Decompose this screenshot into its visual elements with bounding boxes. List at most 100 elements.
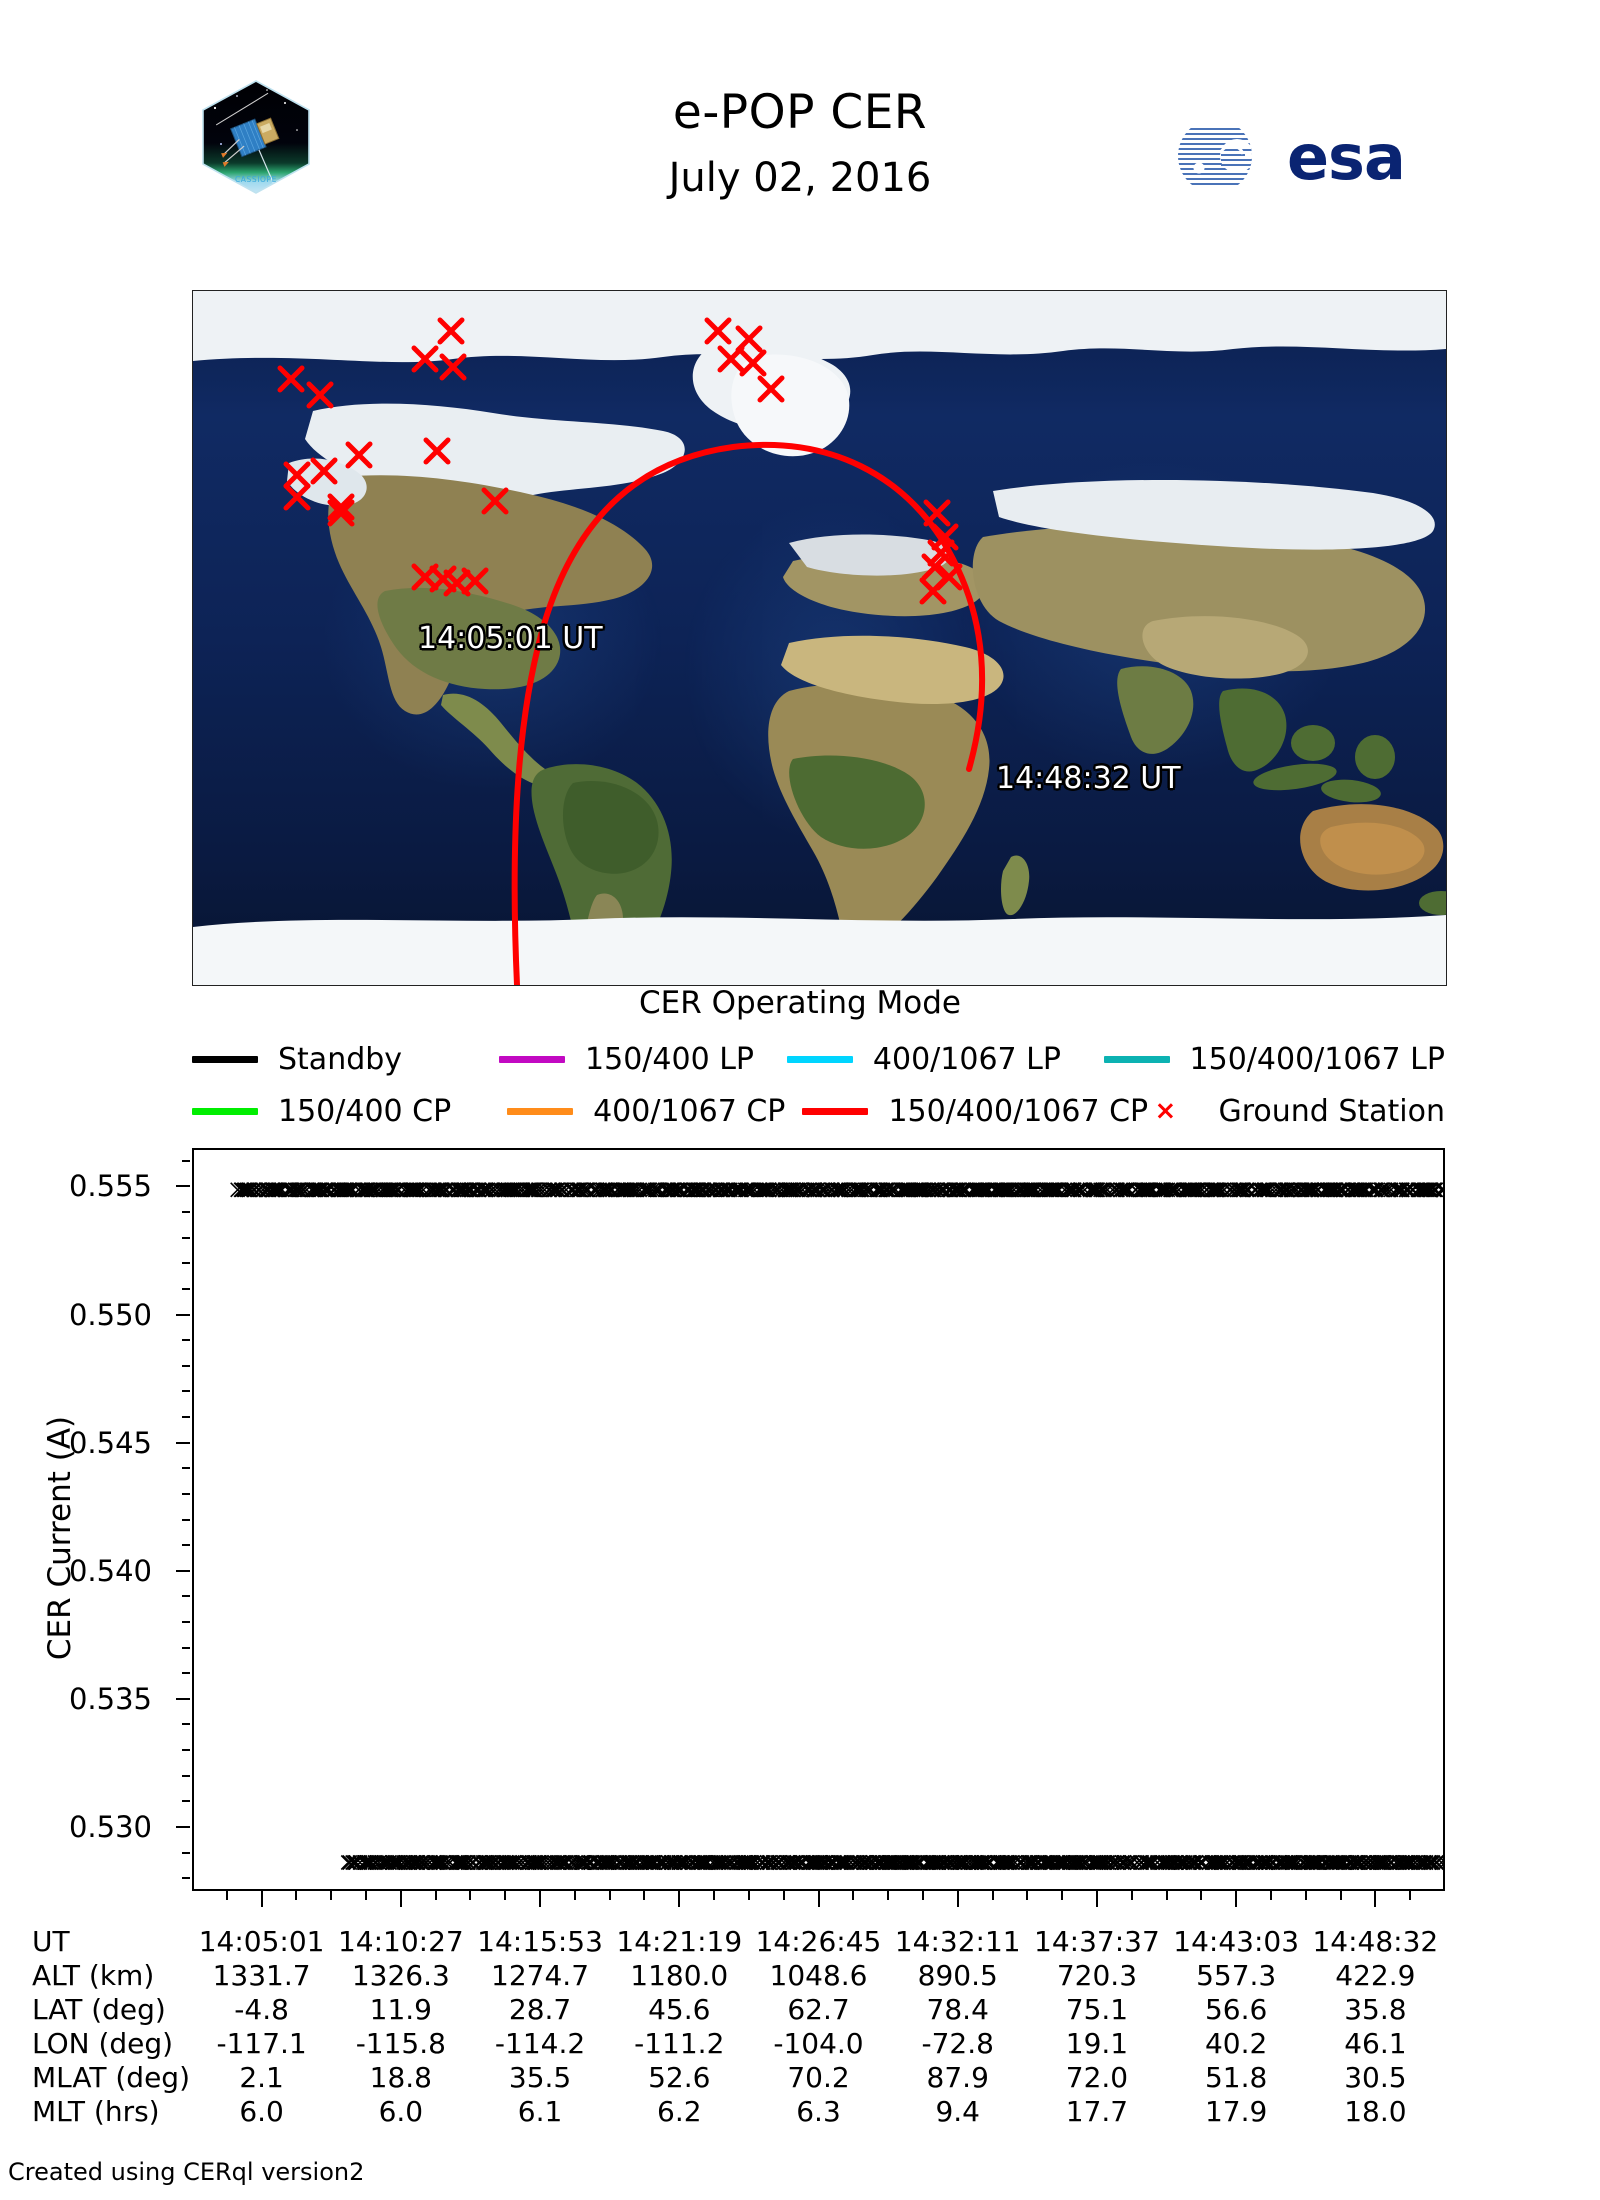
x-tick-minor bbox=[1269, 1891, 1272, 1900]
table-cell: 6.0 bbox=[378, 2095, 424, 2128]
y-tick-minor bbox=[182, 1877, 190, 1880]
table-cell: 2.1 bbox=[239, 2061, 284, 2094]
x-tick-minor bbox=[469, 1891, 472, 1900]
table-cell: 1274.7 bbox=[491, 1959, 590, 1992]
x-tick-major bbox=[399, 1891, 402, 1907]
table-cell: 1180.0 bbox=[630, 1959, 729, 1992]
x-tick-minor bbox=[434, 1891, 437, 1900]
table-row: LAT (deg) -4.8 11.9 28.7 45.6 62.7 78.4 75.1 56.… bbox=[0, 1993, 1600, 2027]
table-row: LON (deg) -117.1 -115.8 -114.2 -111.2 -104.0 -… bbox=[0, 2027, 1600, 2061]
legend-item-400-1067-lp[interactable]: 400/1067 LP bbox=[786, 1042, 1104, 1077]
table-cell: 1331.7 bbox=[212, 1959, 311, 1992]
x-tick-minor bbox=[330, 1891, 333, 1900]
table-cell: 17.7 bbox=[1065, 2095, 1129, 2128]
y-tick-major bbox=[176, 1569, 190, 1572]
table-cell: 52.6 bbox=[648, 2061, 711, 2094]
x-tick-minor bbox=[504, 1891, 507, 1900]
table-cell: 14:15:53 bbox=[477, 1925, 603, 1958]
table-cell: 17.9 bbox=[1204, 2095, 1268, 2128]
table-cell: 14:10:27 bbox=[337, 1925, 464, 1958]
table-cell: 720.3 bbox=[1056, 1959, 1138, 1992]
legend-title: CER Operating Mode bbox=[639, 985, 961, 1021]
y-tick-major bbox=[176, 1313, 190, 1316]
x-tick-minor bbox=[295, 1891, 298, 1900]
legend-item-150-400-lp[interactable]: 150/400 LP bbox=[499, 1042, 787, 1077]
y-tick-minor bbox=[182, 1800, 190, 1803]
table-cell: 6.1 bbox=[517, 2095, 563, 2128]
ground-track-map[interactable]: 14:05:01 UT 14:48:32 UT bbox=[192, 290, 1447, 986]
table-cell: -111.2 bbox=[634, 2027, 725, 2060]
x-tick-minor bbox=[1200, 1891, 1203, 1900]
x-tick-major bbox=[1235, 1891, 1238, 1907]
cassiope-logo: CASSIOPE bbox=[197, 78, 315, 196]
y-tick-minor bbox=[182, 1467, 190, 1470]
legend-item-standby[interactable]: Standby bbox=[192, 1042, 499, 1077]
table-cell: 14:05:01 bbox=[198, 1925, 325, 1958]
table-cell: 1048.6 bbox=[769, 1959, 868, 1992]
table-row: MLAT (deg) 2.1 18.8 35.5 52.6 70.2 87.9 72.0 51.… bbox=[0, 2061, 1600, 2095]
table-cell: -72.8 bbox=[921, 2027, 994, 2060]
x-tick-minor bbox=[1061, 1891, 1064, 1900]
table-cell: 14:48:32 bbox=[1312, 1925, 1439, 1958]
table-cell: 45.6 bbox=[648, 1993, 711, 2026]
x-tick-minor bbox=[225, 1891, 228, 1900]
legend-label-150-400-1067-lp: 150/400/1067 LP bbox=[1189, 1041, 1445, 1077]
table-cell: 890.5 bbox=[917, 1959, 998, 1992]
table-cell: 46.1 bbox=[1344, 2027, 1407, 2060]
x-tick-minor bbox=[643, 1891, 646, 1900]
table-row: MLT (hrs) 6.0 6.0 6.1 6.2 6.3 9.4 17.7 17.9 18.0 bbox=[0, 2095, 1600, 2129]
title-block: e-POP CER July 02, 2016 bbox=[400, 88, 1200, 200]
x-tick-minor bbox=[573, 1891, 576, 1900]
legend-item-150-400-1067-cp[interactable]: 150/400/1067 CP bbox=[802, 1094, 1148, 1129]
x-tick-major bbox=[817, 1891, 820, 1907]
table-cell: 14:43:03 bbox=[1173, 1925, 1300, 1958]
table-row: ALT (km) 1331.7 1326.3 1274.7 1180.0 1048.6 89… bbox=[0, 1959, 1600, 1993]
legend-item-150-400-1067-lp[interactable]: 150/400/1067 LP bbox=[1103, 1041, 1445, 1077]
x-tick-major bbox=[1374, 1891, 1377, 1907]
ephemeris-table: UT 14:05:01 14:10:27 14:15:53 14:21:19 14:26:… bbox=[0, 1925, 1600, 2129]
legend-swatch-400-1067-lp bbox=[786, 1055, 853, 1063]
footer-credit: Created using CERql version2 bbox=[8, 2158, 365, 2186]
table-cell: 6.3 bbox=[796, 2095, 841, 2128]
table-cell: 75.1 bbox=[1065, 1993, 1129, 2026]
legend-swatch-150-400-cp bbox=[192, 1107, 258, 1115]
legend-label-150-400-lp: 150/400 LP bbox=[585, 1041, 755, 1077]
y-tick-major bbox=[176, 1825, 190, 1828]
table-cell: 14:37:37 bbox=[1034, 1925, 1160, 1958]
x-tick-major bbox=[539, 1891, 542, 1907]
y-tick-minor bbox=[182, 1287, 190, 1290]
legend-item-150-400-cp[interactable]: 150/400 CP bbox=[192, 1094, 507, 1129]
legend-swatch-150-400-1067-lp bbox=[1103, 1055, 1170, 1063]
legend-swatch-standby bbox=[192, 1055, 258, 1063]
y-tick-label: 0.540 bbox=[68, 1553, 152, 1588]
y-tick-minor bbox=[182, 1749, 190, 1752]
legend-row-1: Standby 150/400 LP 400/1067 LP 150/400/1… bbox=[192, 1033, 1445, 1085]
y-tick-major bbox=[176, 1697, 190, 1700]
cer-current-plot[interactable] bbox=[192, 1148, 1445, 1891]
y-tick-minor bbox=[182, 1211, 190, 1214]
legend-label-150-400-1067-cp: 150/400/1067 CP bbox=[888, 1093, 1149, 1129]
table-cell: 6.0 bbox=[239, 2095, 284, 2128]
legend-item-ground-station[interactable]: × Ground Station bbox=[1132, 1094, 1445, 1129]
y-tick-minor bbox=[182, 1416, 190, 1419]
legend-swatch-400-1067-cp bbox=[507, 1107, 574, 1115]
legend-label-400-1067-cp: 400/1067 CP bbox=[593, 1093, 786, 1129]
y-tick-minor bbox=[182, 1236, 190, 1239]
table-cell: -114.2 bbox=[494, 2027, 586, 2060]
y-tick-label: 0.530 bbox=[68, 1809, 152, 1844]
x-tick-minor bbox=[1304, 1891, 1307, 1900]
y-tick-major bbox=[176, 1185, 190, 1188]
esa-logo: esa bbox=[1175, 116, 1460, 196]
x-tick-minor bbox=[921, 1891, 924, 1900]
table-cell: 70.2 bbox=[787, 2061, 850, 2094]
esa-wordmark: esa bbox=[1287, 121, 1405, 194]
table-cell: 11.9 bbox=[369, 1993, 432, 2026]
scatter-series bbox=[230, 1182, 1443, 1198]
ground-station-icon: × bbox=[1154, 1096, 1177, 1126]
x-tick-major bbox=[260, 1891, 263, 1907]
legend-swatch-150-400-1067-cp bbox=[802, 1107, 869, 1115]
legend-item-400-1067-cp[interactable]: 400/1067 CP bbox=[507, 1094, 802, 1129]
y-tick-minor bbox=[182, 1851, 190, 1854]
x-tick-minor bbox=[1026, 1891, 1029, 1900]
